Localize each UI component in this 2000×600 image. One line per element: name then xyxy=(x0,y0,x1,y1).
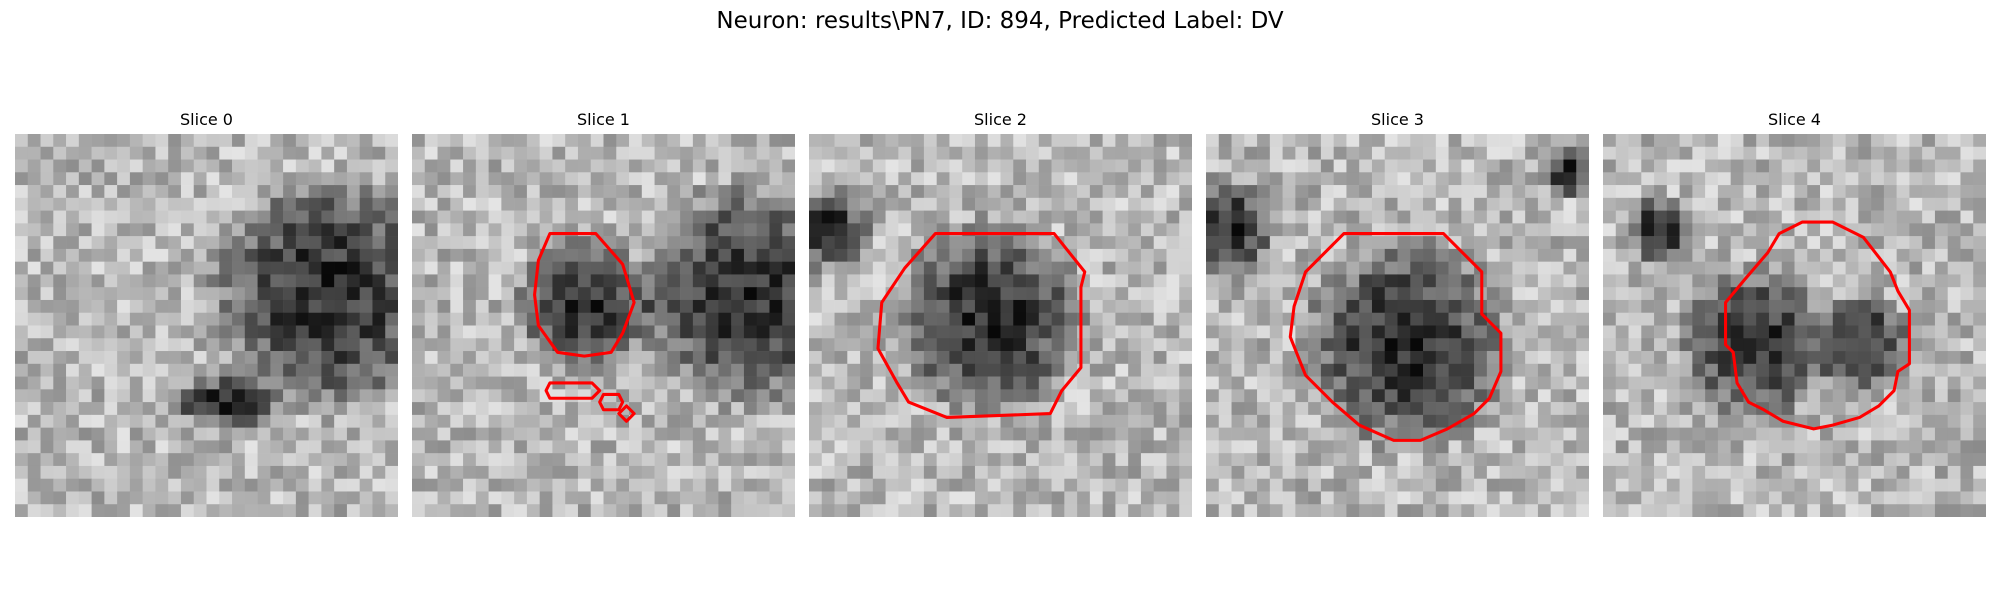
slice-image xyxy=(412,134,795,517)
slice-title: Slice 3 xyxy=(1371,110,1424,129)
pixel-grid xyxy=(809,134,1192,517)
segmentation-contour xyxy=(544,381,602,400)
segmentation-contour xyxy=(876,232,1087,419)
slice-image xyxy=(15,134,398,517)
slice-title: Slice 4 xyxy=(1768,110,1821,129)
pixel-grid xyxy=(412,134,795,517)
slice-image xyxy=(1603,134,1986,517)
segmentation-contour xyxy=(617,404,636,423)
slice-title: Slice 0 xyxy=(180,110,233,129)
slice-image xyxy=(809,134,1192,517)
segmentation-contour xyxy=(533,232,636,358)
pixel-grid xyxy=(15,134,398,517)
segmentation-contour xyxy=(1288,232,1503,442)
slice-image xyxy=(1206,134,1589,517)
figure-title: Neuron: results\PN7, ID: 894, Predicted … xyxy=(716,8,1284,34)
pixel-grid xyxy=(1206,134,1589,517)
slice-title: Slice 2 xyxy=(974,110,1027,129)
pixel-grid xyxy=(1603,134,1986,517)
segmentation-contour xyxy=(1724,220,1911,431)
slice-title: Slice 1 xyxy=(577,110,630,129)
segmentation-contour xyxy=(598,392,625,412)
